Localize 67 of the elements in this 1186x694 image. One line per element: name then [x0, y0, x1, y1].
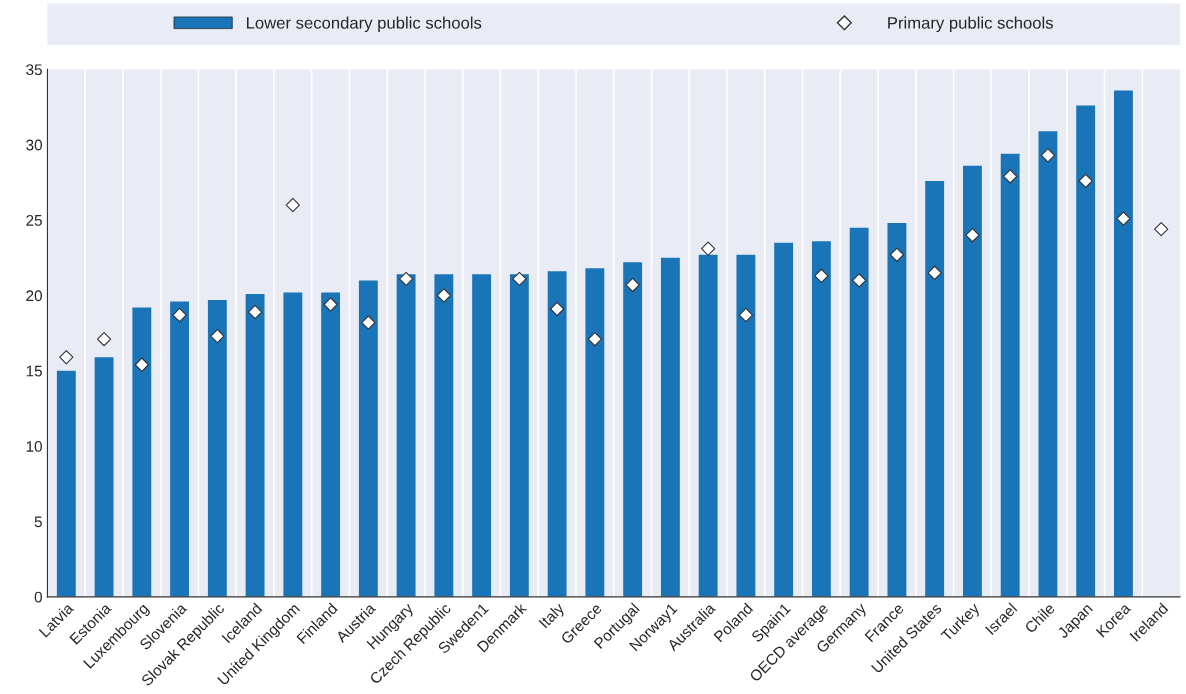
bar — [660, 257, 680, 597]
legend-label: Lower secondary public schools — [246, 16, 482, 33]
point — [1003, 169, 1018, 184]
bar — [207, 299, 227, 597]
bar — [245, 293, 265, 597]
point — [285, 197, 300, 213]
point — [134, 357, 149, 372]
bar — [774, 242, 794, 597]
x-tick-label: Italy — [538, 601, 568, 631]
bar — [585, 268, 605, 597]
point — [96, 332, 112, 347]
point — [512, 271, 527, 287]
bar — [1000, 153, 1020, 597]
bar — [1038, 131, 1058, 597]
point — [700, 241, 716, 256]
y-tick-label: 25 — [26, 214, 42, 226]
bar — [358, 280, 378, 597]
bar — [509, 274, 529, 597]
bar — [1076, 105, 1096, 597]
y-tick-label: 20 — [26, 290, 42, 302]
bar — [925, 180, 945, 597]
point — [398, 271, 414, 287]
bar — [547, 271, 567, 597]
bar — [132, 307, 152, 597]
point — [549, 301, 565, 317]
bar — [887, 223, 907, 597]
point — [814, 268, 829, 283]
y-tick-label: 30 — [26, 139, 42, 151]
y-tick-label: 10 — [26, 441, 42, 452]
point — [889, 247, 905, 262]
y-tick-label: 5 — [34, 516, 42, 528]
legend-label: Primary public schools — [888, 16, 1053, 33]
bar — [962, 165, 982, 597]
point — [59, 350, 74, 365]
bar — [396, 274, 416, 597]
bar — [170, 301, 190, 597]
bar — [623, 262, 643, 597]
bar — [698, 254, 718, 597]
bar — [1114, 90, 1133, 597]
point — [172, 307, 187, 323]
point — [587, 332, 603, 347]
y-tick-label: 0 — [34, 591, 42, 603]
point — [625, 277, 640, 293]
bar — [94, 357, 114, 597]
point — [323, 297, 338, 312]
bar — [736, 254, 756, 597]
point — [1040, 148, 1056, 163]
y-tick-label: 15 — [26, 365, 42, 377]
point — [436, 288, 452, 303]
point — [361, 315, 376, 330]
point — [1154, 221, 1169, 237]
bar — [283, 292, 303, 597]
point — [1078, 173, 1093, 189]
y-tick-label: 35 — [26, 64, 42, 76]
point — [738, 307, 754, 323]
point — [1116, 211, 1131, 226]
bar — [811, 241, 831, 597]
bar — [849, 227, 869, 597]
point — [852, 273, 867, 288]
bar — [56, 370, 76, 597]
point — [965, 228, 980, 243]
bar — [472, 274, 492, 597]
point — [247, 304, 263, 320]
point — [927, 265, 942, 280]
bar — [321, 292, 341, 597]
bar — [434, 274, 454, 597]
point — [210, 328, 225, 344]
